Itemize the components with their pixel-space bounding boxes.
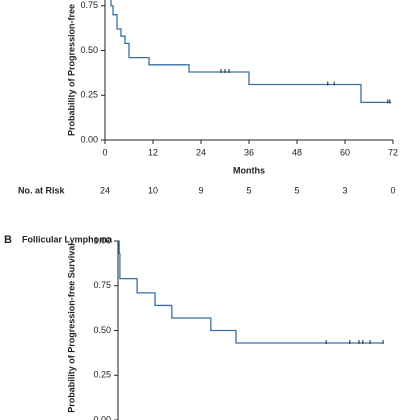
x-tick-label: 36	[244, 147, 254, 157]
at-risk-count: 10	[148, 185, 158, 195]
y-axis-label: Probability of Progression-free Survival	[66, 243, 76, 413]
survival-curve	[110, 0, 391, 104]
x-tick-label: 72	[388, 147, 398, 157]
y-tick-label: 0.75	[93, 280, 111, 290]
y-tick-label: 0.00	[93, 414, 111, 420]
at-risk-count: 9	[198, 185, 203, 195]
panel-title: Follicular Lymphoma	[22, 234, 113, 244]
y-tick-label: 0.25	[80, 90, 98, 100]
at-risk-count: 5	[294, 185, 299, 195]
at-risk-count: 0	[390, 185, 395, 195]
y-tick-label: 1.00	[93, 235, 111, 245]
x-tick-label: 0	[102, 147, 107, 157]
y-tick-label: 0.50	[93, 325, 111, 335]
at-risk-count: 24	[100, 185, 110, 195]
x-axis-label: Months	[233, 165, 265, 175]
x-tick-label: 48	[292, 147, 302, 157]
y-tick-label: 0.75	[80, 0, 98, 10]
y-axis-label: Probability of Progression-free	[66, 4, 76, 136]
at-risk-label: No. at Risk	[18, 185, 66, 195]
y-tick-label: 0.25	[93, 370, 111, 380]
x-tick-label: 12	[148, 147, 158, 157]
x-tick-label: 60	[340, 147, 350, 157]
at-risk-count: 3	[342, 185, 347, 195]
x-tick-label: 24	[196, 147, 206, 157]
at-risk-count: 5	[246, 185, 251, 195]
panel-label: B	[4, 234, 12, 246]
y-tick-label: 0.50	[80, 45, 98, 55]
y-tick-label: 0.00	[80, 134, 98, 144]
survival-curve	[118, 240, 384, 344]
